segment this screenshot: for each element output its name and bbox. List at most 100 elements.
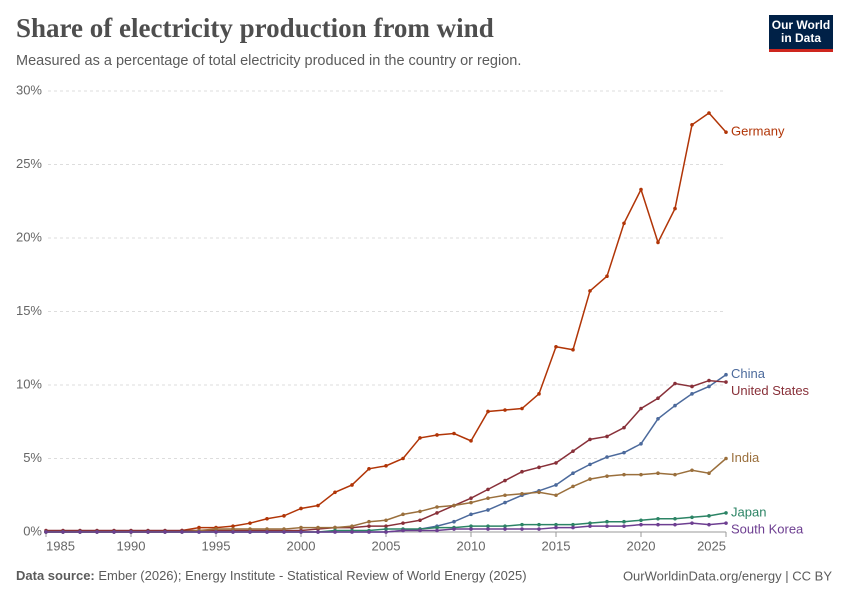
data-point <box>503 478 507 483</box>
data-point <box>503 408 507 412</box>
data-point <box>299 506 303 511</box>
data-point <box>350 524 354 528</box>
data-point <box>554 522 558 527</box>
data-point <box>503 500 507 505</box>
data-point <box>316 530 320 534</box>
data-point <box>622 472 626 477</box>
data-point <box>486 487 490 492</box>
data-point <box>384 524 388 528</box>
data-point <box>282 527 286 531</box>
data-point <box>248 527 252 531</box>
data-point <box>350 483 354 487</box>
series-line <box>46 112 727 533</box>
data-point <box>605 455 609 459</box>
data-point <box>707 111 711 115</box>
data-point <box>282 514 286 518</box>
data-point <box>163 530 167 534</box>
data-point <box>554 483 558 487</box>
data-point <box>724 380 728 384</box>
data-point <box>554 493 558 498</box>
series-label: Germany <box>731 124 785 139</box>
data-point <box>673 403 677 408</box>
data-point <box>690 123 694 127</box>
data-point <box>418 436 422 440</box>
data-point <box>571 525 575 530</box>
data-point <box>146 530 150 534</box>
series-label: India <box>731 450 760 465</box>
data-point <box>435 505 439 509</box>
data-point <box>537 392 541 396</box>
x-tick-label: 2000 <box>287 538 316 553</box>
x-tick-label: 1985 <box>46 538 75 553</box>
x-tick-label: 2015 <box>542 538 571 553</box>
data-point <box>214 527 218 531</box>
data-point <box>435 433 439 437</box>
footer-link[interactable]: OurWorldinData.org/energy | CC BY <box>623 568 832 583</box>
data-point <box>639 472 643 477</box>
data-point <box>78 530 82 534</box>
y-tick-label: 0% <box>23 523 42 538</box>
data-point <box>639 522 643 527</box>
data-point <box>401 512 405 517</box>
data-point <box>571 471 575 476</box>
data-point <box>248 521 252 525</box>
data-point <box>554 344 558 349</box>
data-point <box>367 530 371 534</box>
data-point <box>520 469 524 474</box>
y-tick-label: 30% <box>16 82 42 97</box>
data-point <box>520 406 524 411</box>
data-point <box>299 525 303 530</box>
data-point <box>435 511 439 515</box>
data-point <box>673 206 677 211</box>
data-point <box>469 439 473 443</box>
data-point <box>384 527 388 531</box>
data-point <box>571 484 575 489</box>
data-point <box>316 503 320 508</box>
data-point <box>265 516 269 521</box>
data-point <box>707 384 711 389</box>
data-point <box>690 384 694 389</box>
data-point <box>197 530 201 534</box>
data-point <box>639 442 643 446</box>
x-tick-label: 2020 <box>627 538 656 553</box>
logo-bar <box>769 49 833 52</box>
data-point <box>588 437 592 442</box>
data-point <box>605 474 609 478</box>
data-point <box>639 406 643 411</box>
data-point <box>724 130 728 134</box>
data-point <box>452 503 456 508</box>
data-point <box>180 530 184 534</box>
data-point <box>95 530 99 534</box>
data-point <box>418 518 422 523</box>
data-point <box>61 530 65 534</box>
data-point <box>622 524 626 528</box>
data-point <box>469 527 473 531</box>
data-point <box>452 519 456 524</box>
data-point <box>350 530 354 534</box>
data-point <box>299 530 303 534</box>
series-label: China <box>731 366 766 381</box>
data-point <box>690 515 694 520</box>
data-point <box>588 289 592 293</box>
logo-link[interactable]: Our World in Data <box>769 15 833 52</box>
data-point <box>384 518 388 523</box>
data-point <box>673 522 677 527</box>
data-point <box>282 530 286 534</box>
data-point <box>418 528 422 533</box>
data-point <box>554 461 558 465</box>
data-point <box>639 187 643 192</box>
data-point <box>486 524 490 528</box>
data-point <box>537 490 541 495</box>
data-point <box>707 471 711 476</box>
data-point <box>724 372 728 377</box>
data-point <box>724 511 728 515</box>
data-point <box>452 431 456 436</box>
data-point <box>231 524 235 528</box>
data-point <box>690 521 694 525</box>
data-point <box>503 527 507 531</box>
data-point <box>486 527 490 531</box>
data-point <box>656 240 660 245</box>
data-point <box>690 392 694 396</box>
data-point <box>656 417 660 421</box>
